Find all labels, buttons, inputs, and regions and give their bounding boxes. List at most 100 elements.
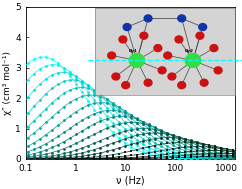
Point — [123, 141, 127, 144]
Point — [38, 113, 42, 116]
Point — [165, 132, 169, 135]
Point — [86, 156, 90, 159]
Point — [159, 129, 163, 132]
Point — [129, 143, 133, 146]
Point — [117, 110, 121, 113]
Point — [226, 154, 229, 157]
Y-axis label: χ″ (cm³ mol⁻¹): χ″ (cm³ mol⁻¹) — [3, 51, 13, 115]
Point — [219, 150, 223, 153]
Point — [213, 145, 217, 148]
Point — [232, 157, 235, 160]
Point — [111, 157, 114, 160]
Point — [189, 141, 193, 144]
Point — [159, 141, 163, 144]
Point — [80, 83, 84, 86]
Point — [165, 148, 169, 151]
Point — [165, 151, 169, 154]
Point — [201, 154, 205, 157]
Point — [135, 134, 139, 137]
Point — [213, 150, 217, 153]
Point — [189, 150, 193, 153]
Point — [111, 103, 114, 106]
Point — [171, 141, 175, 144]
Point — [226, 157, 229, 160]
Point — [171, 136, 175, 139]
Point — [74, 75, 78, 78]
Point — [111, 156, 114, 159]
Point — [141, 137, 145, 140]
Point — [86, 84, 90, 87]
Point — [74, 79, 78, 82]
Point — [123, 111, 127, 114]
Point — [195, 153, 199, 156]
Point — [129, 116, 133, 119]
Point — [183, 155, 187, 158]
Point — [62, 157, 66, 160]
Point — [183, 147, 187, 150]
Point — [189, 149, 193, 152]
Point — [105, 98, 108, 101]
Point — [26, 125, 30, 128]
Point — [159, 129, 163, 132]
Point — [165, 144, 169, 147]
Point — [147, 124, 151, 127]
Point — [171, 144, 175, 147]
Point — [56, 143, 60, 146]
Point — [219, 149, 223, 152]
Point — [129, 126, 133, 129]
Point — [117, 147, 121, 150]
Point — [141, 143, 145, 146]
Point — [74, 142, 78, 145]
Point — [38, 154, 42, 157]
Point — [201, 142, 205, 145]
Point — [98, 93, 102, 96]
Point — [213, 156, 217, 160]
Point — [171, 152, 175, 155]
Point — [232, 152, 235, 155]
Point — [123, 109, 127, 112]
Point — [153, 149, 157, 152]
Point — [129, 116, 133, 119]
Point — [201, 142, 205, 145]
Point — [189, 144, 193, 147]
Point — [171, 153, 175, 156]
Point — [165, 156, 169, 159]
Point — [26, 157, 30, 160]
Point — [44, 157, 48, 160]
Point — [201, 151, 205, 154]
Point — [147, 156, 151, 159]
Point — [195, 151, 199, 154]
Point — [117, 132, 121, 135]
Point — [111, 134, 114, 137]
Point — [123, 156, 127, 159]
Point — [165, 140, 169, 143]
Point — [32, 89, 36, 92]
Point — [189, 139, 193, 142]
Point — [207, 154, 211, 157]
Point — [213, 148, 217, 151]
Point — [68, 70, 72, 74]
Point — [129, 154, 133, 157]
Point — [111, 153, 114, 156]
Point — [117, 129, 121, 132]
Point — [226, 151, 229, 154]
Point — [68, 101, 72, 104]
Point — [50, 63, 54, 66]
Point — [80, 95, 84, 98]
Point — [183, 144, 187, 147]
Point — [195, 144, 199, 147]
Point — [123, 120, 127, 123]
Point — [80, 91, 84, 94]
Point — [80, 86, 84, 89]
Point — [56, 71, 60, 74]
Point — [147, 145, 151, 148]
Point — [177, 151, 181, 154]
Point — [183, 146, 187, 149]
Point — [213, 152, 217, 155]
Point — [117, 139, 121, 143]
Point — [56, 96, 60, 99]
Point — [219, 157, 223, 160]
Point — [86, 87, 90, 90]
Point — [171, 134, 175, 137]
Point — [153, 141, 157, 144]
